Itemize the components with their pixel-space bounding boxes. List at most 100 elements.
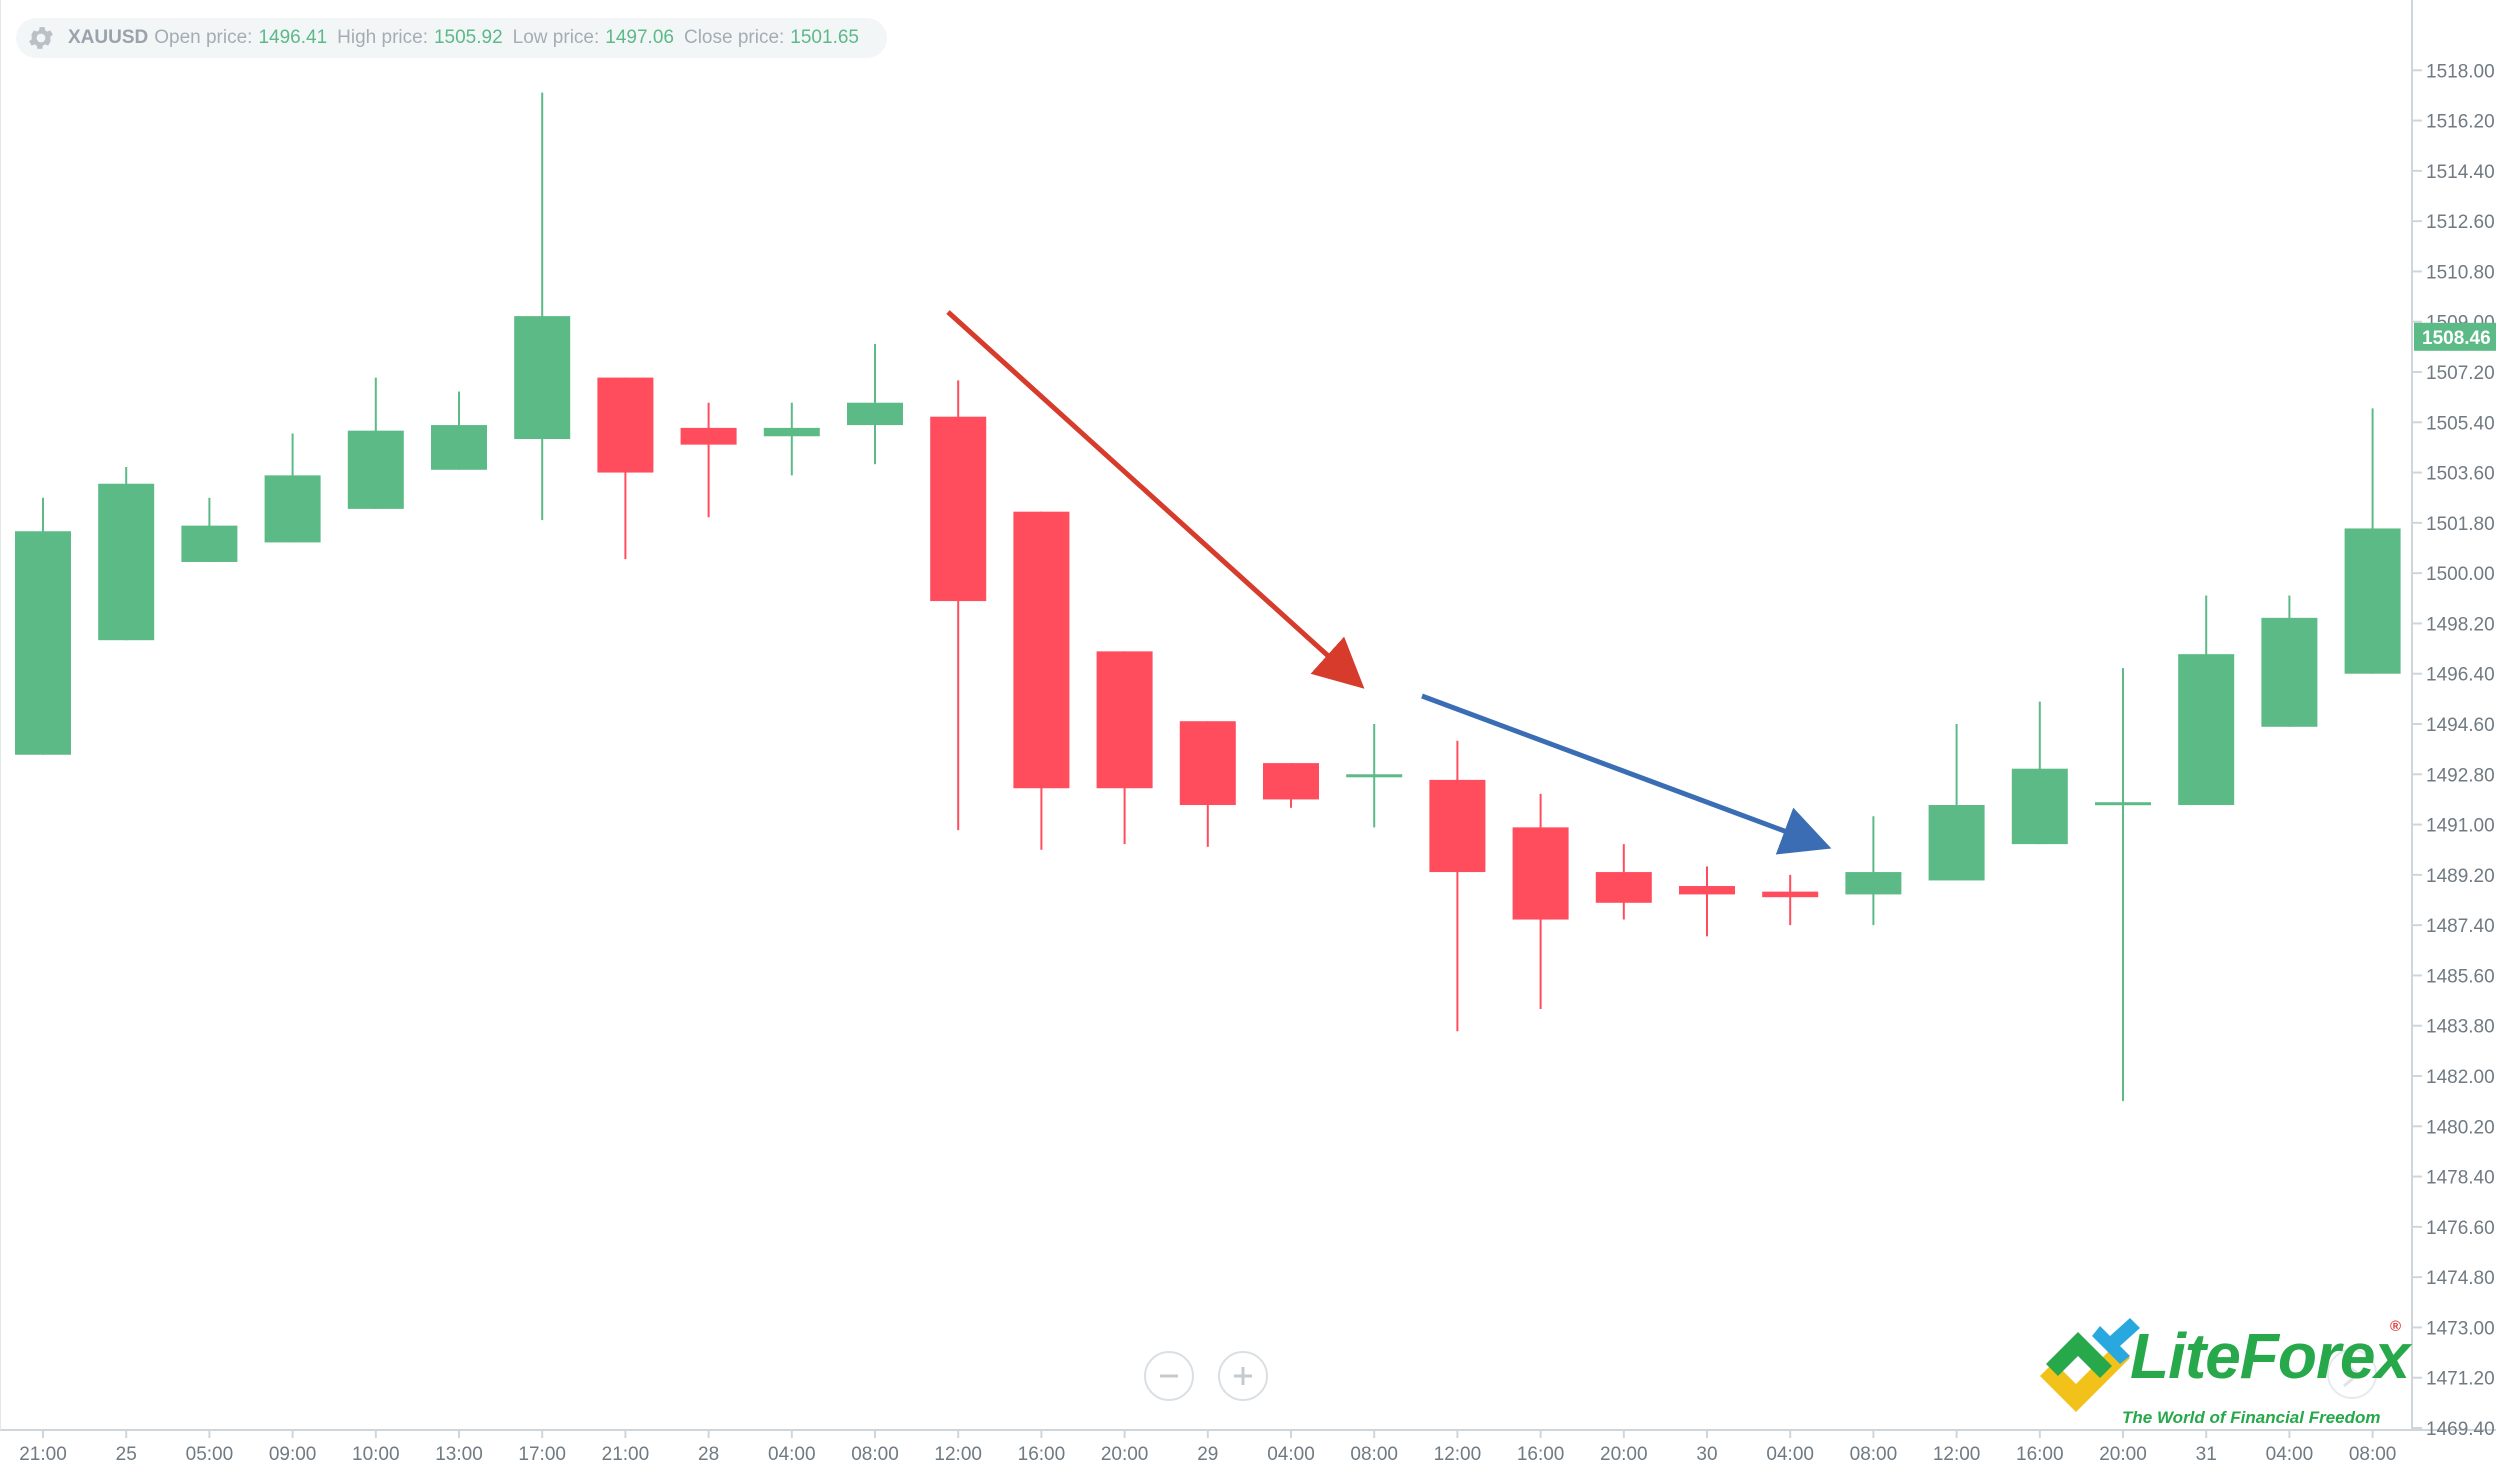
x-tick-label: 17:00 [518,1444,566,1465]
logo-name: LiteForex [2130,1320,2410,1392]
candle-body [597,377,654,473]
candle-body [2344,528,2401,674]
candles-group [15,92,2401,1102]
bullish-candle[interactable] [264,433,321,543]
y-tick-label: 1500.00 [2426,564,2495,585]
high-price-label: High price: [337,27,428,48]
bullish-candle[interactable] [1845,816,1902,926]
gear-icon[interactable] [26,23,56,53]
candle-body [181,525,238,562]
blue-trend-arrow [1421,693,1832,855]
logo-mark-icon [2040,1318,2140,1412]
bullish-candle[interactable] [431,391,487,470]
x-tick-label: 30 [1696,1444,1717,1465]
y-tick-label: 1503.60 [2426,464,2495,485]
y-tick-label: 1478.40 [2426,1168,2495,1189]
candle-body [1013,511,1070,789]
x-tick-label: 16:00 [1018,1444,1066,1465]
bullish-candle[interactable] [15,497,71,755]
bullish-candle[interactable] [1928,724,1985,881]
candle-body [1096,651,1153,789]
bullish-candle[interactable] [514,92,571,521]
bearish-candle[interactable] [1762,874,1819,926]
candle-body [2261,617,2318,727]
bearish-candle[interactable] [1263,763,1319,808]
bullish-candle[interactable] [2178,595,2235,806]
candle-body [2011,768,2068,845]
bearish-candle[interactable] [1096,651,1153,845]
chart-frame [0,0,2496,1431]
open-price-label: Open price: [154,27,253,48]
bearish-candle[interactable] [1179,721,1236,847]
x-tick-label: 28 [698,1444,719,1465]
x-tick-label: 08:00 [851,1444,899,1465]
x-tick-label: 04:00 [1267,1444,1315,1465]
x-tick-label: 13:00 [435,1444,483,1465]
y-tick-label: 1501.80 [2426,514,2495,535]
bullish-candle[interactable] [847,344,903,465]
candle-body [1263,763,1319,800]
candle-body [2095,802,2151,806]
y-tick-label: 1516.20 [2426,112,2495,133]
candle-body [1595,872,1652,903]
y-tick-label: 1496.40 [2426,665,2495,686]
candle-body [1845,872,1902,895]
y-tick-label: 1512.60 [2426,212,2495,233]
price-axis[interactable]: 1518.001516.201514.401512.601510.801509.… [2412,61,2496,1440]
bearish-candle[interactable] [597,377,654,560]
bearish-candle[interactable] [680,402,737,518]
bullish-candle[interactable] [2095,668,2151,1102]
y-tick-label: 1482.00 [2426,1067,2495,1088]
close-price-label: Close price: [683,27,785,48]
y-tick-label: 1471.20 [2426,1369,2495,1390]
x-tick-label: 12:00 [1434,1444,1482,1465]
time-axis[interactable]: 21:00 25 05:00 09:00 10:00 13:00 17:00 21:00 28 0… [19,1430,2396,1465]
close-price-value: 1501.65 [790,27,859,48]
scroll-right-button[interactable] [2327,1349,2377,1399]
bullish-candle[interactable] [181,497,238,562]
plus-icon [1234,1367,1252,1385]
bearish-candle[interactable] [930,380,987,831]
bullish-candle[interactable] [2011,701,2068,845]
instrument-info-bar: XAUUSD Open price: 1496.41 High price: 1… [16,18,887,58]
bearish-candle[interactable] [1679,866,1735,937]
bullish-candle[interactable] [763,402,820,476]
bearish-candle[interactable] [1512,793,1569,1009]
x-tick-label: 09:00 [269,1444,317,1465]
bearish-candle[interactable] [1595,844,1652,920]
logo-tagline: The World of Financial Freedom [2122,1408,2381,1427]
zoom-in-button[interactable] [1218,1351,1268,1401]
candle-body [514,316,571,440]
y-tick-label: 1498.20 [2426,614,2495,635]
bullish-candle[interactable] [98,466,155,641]
x-tick-label: 05:00 [186,1444,234,1465]
x-tick-label: 10:00 [352,1444,400,1465]
candle-body [930,416,987,602]
bearish-candle[interactable] [1429,740,1486,1032]
bullish-candle[interactable] [2344,408,2401,674]
x-tick-label: 16:00 [2016,1444,2064,1465]
open-price-value: 1496.41 [258,27,328,48]
candle-body [1512,827,1569,920]
bullish-candle[interactable] [1346,724,1403,828]
candle-body [847,402,903,426]
x-tick-label: 04:00 [768,1444,816,1465]
candle-body [264,475,321,543]
bullish-candle[interactable] [2261,595,2318,727]
bullish-candle[interactable] [347,377,404,509]
y-tick-label: 1505.40 [2426,413,2495,434]
y-tick-label: 1476.60 [2426,1218,2495,1239]
x-tick-label: 12:00 [934,1444,982,1465]
current-price-label: 1508.46 [2422,328,2491,349]
liteforex-logo: LiteForex ® The World of Financial Freed… [2030,1318,2410,1428]
bearish-candle[interactable] [1013,511,1070,850]
y-tick-label: 1483.80 [2426,1017,2495,1038]
y-tick-label: 1494.60 [2426,715,2495,736]
candle-body [2178,654,2235,806]
candle-body [431,425,487,470]
zoom-out-button[interactable] [1144,1351,1194,1401]
low-price-value: 1497.06 [605,27,674,48]
instrument-symbol: XAUUSD [68,27,149,48]
